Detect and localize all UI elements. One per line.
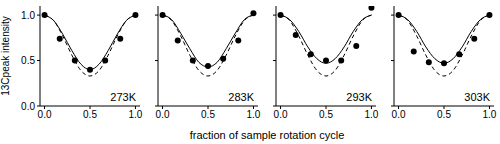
svg-text:13Cpeak intensity: 13Cpeak intensity bbox=[8, 16, 11, 96]
svg-text:0.0: 0.0 bbox=[38, 109, 52, 120]
svg-text:1.0: 1.0 bbox=[483, 109, 492, 120]
svg-text:1.0: 1.0 bbox=[129, 109, 143, 120]
svg-text:1.0: 1.0 bbox=[21, 10, 35, 21]
svg-text:0.0: 0.0 bbox=[392, 109, 406, 120]
svg-text:0.0: 0.0 bbox=[156, 109, 170, 120]
svg-text:0.5: 0.5 bbox=[21, 55, 35, 66]
svg-text:0.5: 0.5 bbox=[437, 109, 451, 120]
svg-text:0.5: 0.5 bbox=[201, 109, 215, 120]
svg-text:0.5: 0.5 bbox=[319, 109, 333, 120]
svg-text:303K: 303K bbox=[464, 91, 490, 103]
svg-text:1.0: 1.0 bbox=[365, 109, 379, 120]
svg-text:0.0: 0.0 bbox=[274, 109, 288, 120]
svg-text:0.0: 0.0 bbox=[21, 101, 35, 112]
svg-text:0.5: 0.5 bbox=[83, 109, 97, 120]
svg-text:283K: 283K bbox=[228, 91, 254, 103]
svg-text:fraction of sample rotation cy: fraction of sample rotation cycle bbox=[190, 129, 345, 141]
svg-text:273K: 273K bbox=[110, 91, 136, 103]
svg-text:293K: 293K bbox=[346, 91, 372, 103]
svg-text:1.0: 1.0 bbox=[247, 109, 261, 120]
